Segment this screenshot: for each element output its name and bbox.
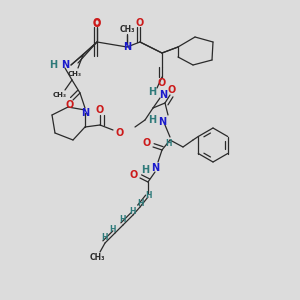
- Text: H: H: [148, 87, 156, 97]
- Text: CH₃: CH₃: [53, 92, 67, 98]
- Text: H: H: [145, 191, 151, 200]
- Text: N: N: [123, 42, 131, 52]
- Text: O: O: [93, 19, 101, 29]
- Text: N: N: [61, 60, 69, 70]
- Text: H: H: [141, 165, 149, 175]
- Text: H: H: [137, 199, 143, 208]
- Text: H: H: [165, 139, 171, 148]
- Text: O: O: [93, 18, 101, 28]
- Text: H: H: [129, 208, 135, 217]
- Text: O: O: [136, 18, 144, 28]
- Text: H: H: [120, 215, 126, 224]
- Text: N: N: [159, 90, 167, 100]
- Text: O: O: [130, 170, 138, 180]
- Text: O: O: [158, 78, 166, 88]
- Text: N: N: [81, 108, 89, 118]
- Text: H: H: [102, 233, 108, 242]
- Text: CH₃: CH₃: [89, 253, 105, 262]
- Text: H: H: [110, 226, 116, 235]
- Text: O: O: [66, 100, 74, 110]
- Text: CH₃: CH₃: [68, 71, 82, 77]
- Text: O: O: [143, 138, 151, 148]
- Text: CH₃: CH₃: [119, 26, 135, 34]
- Text: O: O: [116, 128, 124, 138]
- Text: N: N: [158, 117, 166, 127]
- Text: H: H: [49, 60, 57, 70]
- Text: O: O: [96, 105, 104, 115]
- Text: H: H: [148, 115, 156, 125]
- Text: N: N: [151, 163, 159, 173]
- Text: O: O: [168, 85, 176, 95]
